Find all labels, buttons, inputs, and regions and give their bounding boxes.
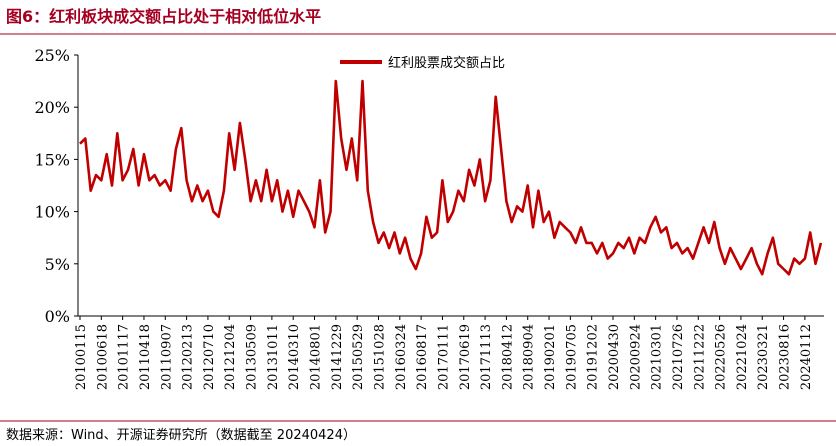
- y-tick-label: 15%: [34, 150, 70, 169]
- x-tick-label: 20220526: [714, 324, 729, 390]
- x-tick-label: 20210726: [671, 324, 686, 390]
- x-tick-label: 20180904: [522, 324, 537, 390]
- x-tick-label: 20240112: [799, 324, 814, 390]
- x-tick-label: 20110418: [138, 324, 153, 390]
- x-tick-label: 20110907: [159, 324, 174, 390]
- x-tick-label: 20141229: [330, 324, 345, 390]
- x-tick-label: 20140310: [287, 324, 302, 390]
- x-tick-label: 20120710: [202, 324, 217, 390]
- x-tick-label: 20221024: [735, 324, 750, 390]
- y-tick-label: 25%: [34, 46, 70, 65]
- data-line: [79, 79, 823, 276]
- x-tick-label: 20190705: [564, 324, 579, 390]
- x-tick-label: 20160324: [394, 324, 409, 390]
- x-tick-label: 20180412: [500, 324, 515, 390]
- x-tick-label: 20130509: [245, 324, 260, 390]
- x-tick-label: 20200430: [607, 324, 622, 390]
- y-tick-label: 0%: [45, 307, 70, 326]
- y-tick-label: 20%: [34, 98, 70, 117]
- y-tick-label: 5%: [45, 255, 70, 274]
- x-tick-label: 20140801: [309, 324, 324, 390]
- chart-title: 图6：红利板块成交额占比处于相对低位水平: [6, 7, 321, 26]
- x-tick-label: 20150529: [351, 324, 366, 390]
- x-tick-label: 20211222: [692, 324, 707, 390]
- x-tick-label: 20170111: [436, 324, 451, 390]
- y-tick-label: 10%: [34, 203, 70, 222]
- x-tick-label: 20170619: [458, 324, 473, 390]
- source-note: 数据来源：Wind、开源证券研究所（数据截至 20240424）: [6, 427, 356, 443]
- legend-label: 红利股票成交额占比: [388, 55, 505, 71]
- x-tick-label: 20100115: [74, 324, 89, 390]
- x-tick-label: 20210301: [650, 324, 665, 390]
- x-tick-label: 20131011: [266, 324, 281, 390]
- x-tick-label: 20171113: [479, 324, 494, 390]
- x-tick-label: 20151028: [372, 324, 387, 390]
- x-tick-label: 20160817: [415, 324, 430, 390]
- x-tick-label: 20200924: [628, 324, 643, 390]
- x-tick-label: 20190201: [543, 324, 558, 390]
- x-tick-label: 20230816: [778, 324, 793, 390]
- x-tick-label: 20191202: [586, 324, 601, 390]
- x-tick-label: 20121204: [223, 324, 238, 390]
- x-tick-label: 20120213: [181, 324, 196, 390]
- x-tick-label: 20100618: [95, 324, 110, 390]
- x-tick-label: 20230321: [756, 324, 771, 390]
- x-tick-label: 20101117: [117, 324, 132, 390]
